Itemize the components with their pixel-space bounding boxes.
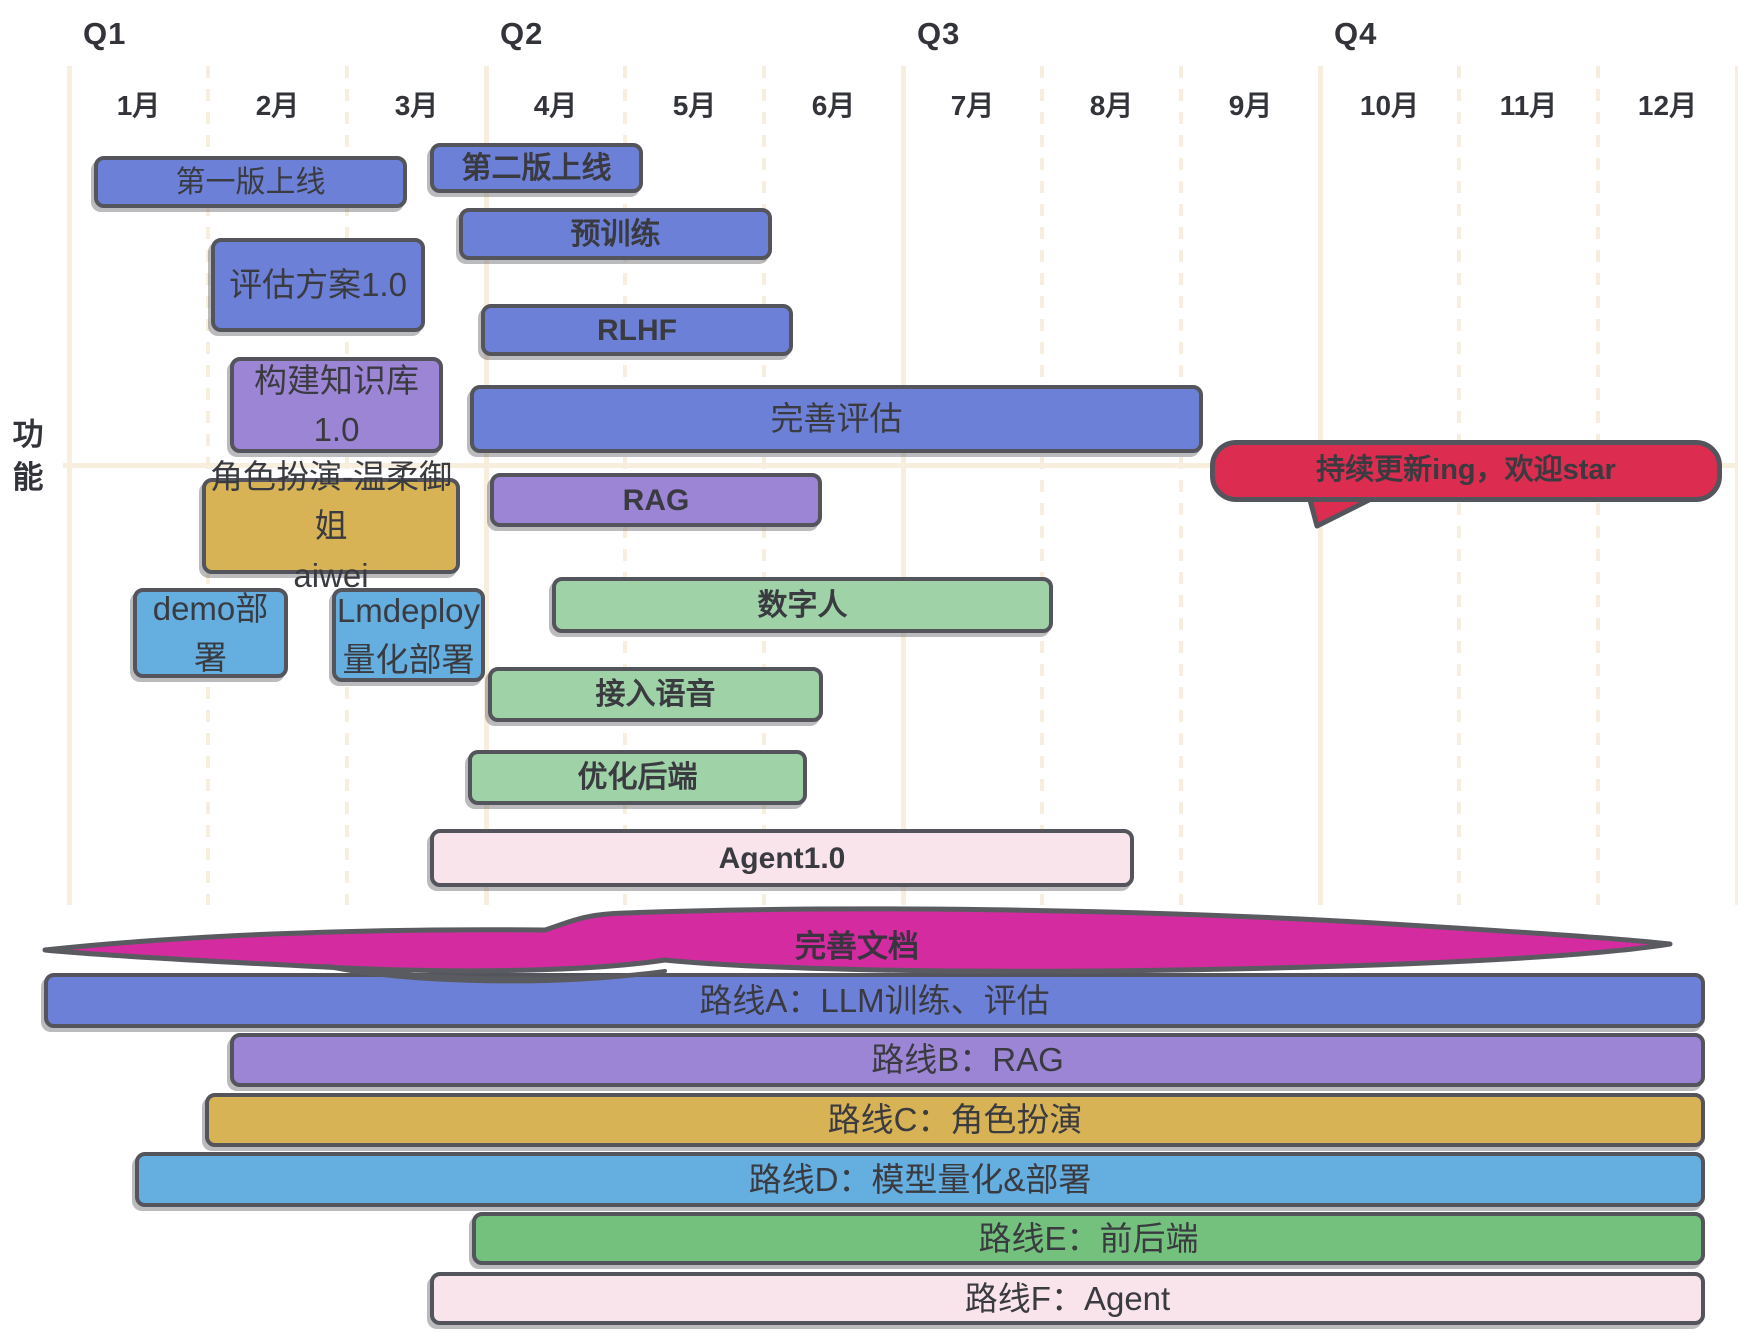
grid-line-month — [1179, 66, 1183, 905]
bar-v2-launch: 第二版上线 — [430, 143, 643, 193]
bar-demo-deploy: demo部署 — [133, 588, 288, 678]
bar-route-f: 路线F：Agent — [430, 1272, 1705, 1325]
month-label: 7月 — [950, 90, 995, 121]
month-label: 9月 — [1228, 90, 1273, 121]
grid-line-month — [1040, 66, 1044, 905]
bar-agent-1-0: Agent1.0 — [430, 829, 1134, 887]
bar-voice: 接入语音 — [488, 667, 823, 722]
month-label: 10月 — [1359, 90, 1420, 121]
bar-route-e: 路线E：前后端 — [472, 1212, 1705, 1265]
ribbon-fold — [323, 964, 667, 984]
bar-rag: RAG — [490, 473, 822, 527]
grid-line-quarter — [1735, 66, 1738, 905]
month-label: 6月 — [811, 90, 856, 121]
bar-lmdeploy: Lmdeploy 量化部署 — [332, 588, 485, 682]
bar-backend-opt: 优化后端 — [468, 750, 807, 805]
bar-rlhf: RLHF — [481, 304, 793, 356]
grid-line-quarter — [901, 66, 906, 905]
docs-banner-ribbon: 完善文档 — [42, 906, 1673, 984]
bar-route-d: 路线D：模型量化&部署 — [135, 1152, 1705, 1207]
bar-route-b: 路线B：RAG — [230, 1033, 1705, 1087]
bar-eval-improve: 完善评估 — [470, 385, 1203, 453]
bar-knowledge-base: 构建知识库1.0 — [230, 357, 443, 453]
bar-roleplay: 角色扮演-温柔御姐 aiwei — [202, 458, 460, 594]
quarter-label: Q3 — [917, 16, 961, 51]
grid-line-quarter — [67, 66, 72, 905]
month-label: 11月 — [1499, 90, 1558, 121]
month-label: 5月 — [672, 90, 717, 121]
month-label: 12月 — [1637, 90, 1698, 121]
quarter-label: Q1 — [83, 16, 127, 51]
quarter-label: Q4 — [1334, 16, 1378, 51]
bar-pretrain: 预训练 — [459, 208, 772, 260]
quarter-label: Q2 — [500, 16, 544, 51]
bar-eval-plan: 评估方案1.0 — [211, 238, 425, 332]
month-label: 4月 — [533, 90, 578, 121]
bar-route-a: 路线A：LLM训练、评估 — [44, 973, 1705, 1028]
grid-line-quarter — [484, 66, 489, 905]
month-label: 1月 — [116, 90, 161, 121]
month-label: 2月 — [255, 90, 300, 121]
month-label: 8月 — [1089, 90, 1134, 121]
bar-digital-human: 数字人 — [552, 577, 1053, 633]
docs-banner-label: 完善文档 — [795, 929, 919, 964]
ribbon-shape — [42, 906, 1673, 974]
bar-route-c: 路线C：角色扮演 — [205, 1093, 1705, 1147]
month-label: 3月 — [394, 90, 439, 121]
bar-keep-updating: 持续更新ing，欢迎star — [1210, 440, 1722, 502]
bar-v1-launch: 第一版上线 — [94, 156, 407, 208]
x-axis-line — [63, 463, 1737, 468]
y-axis-label: 功 能 — [12, 417, 44, 495]
